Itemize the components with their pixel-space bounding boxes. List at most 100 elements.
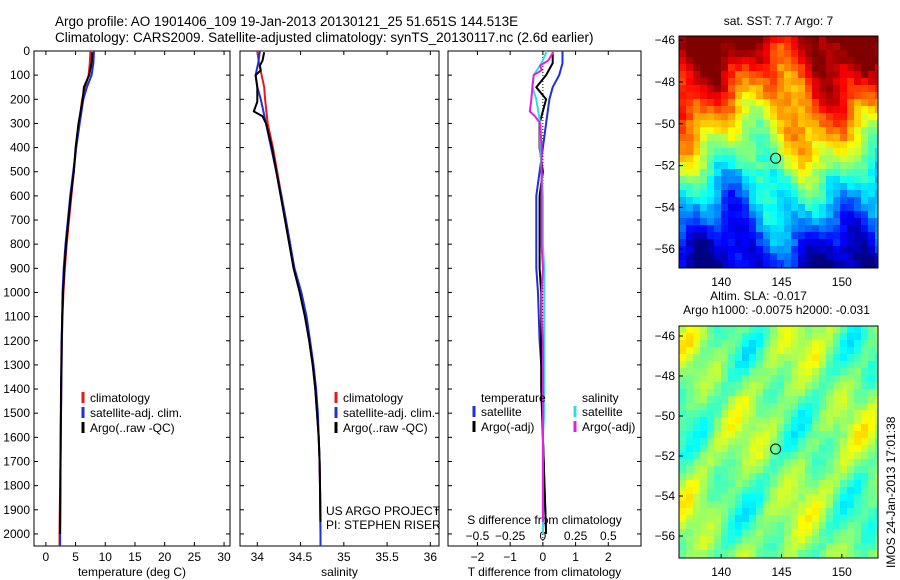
map-cell <box>798 190 806 198</box>
map-cell <box>735 424 743 432</box>
map-cell <box>735 85 743 93</box>
map-cell <box>756 354 764 362</box>
map-cell <box>805 239 813 247</box>
map-cell <box>826 487 834 495</box>
map-cell <box>875 211 878 219</box>
map-cell <box>840 106 848 114</box>
map-cell <box>714 36 722 44</box>
map-cell <box>805 141 813 149</box>
map-cell <box>686 515 694 523</box>
map-cell <box>805 466 813 474</box>
map-cell <box>833 361 841 369</box>
map-cell <box>819 389 827 397</box>
map-cell <box>819 225 827 233</box>
map-cell <box>721 368 729 376</box>
map-cell <box>819 515 827 523</box>
map-cell <box>777 127 785 135</box>
map-cell <box>728 127 736 135</box>
map-cell <box>847 459 855 467</box>
map-cell <box>819 155 827 163</box>
map-cell <box>763 494 771 502</box>
map-cell <box>791 183 799 191</box>
map-cell <box>798 78 806 86</box>
map-cell <box>707 99 715 107</box>
map-cell <box>826 246 834 254</box>
map-cell <box>805 424 813 432</box>
map-cell <box>728 169 736 177</box>
map-cell <box>798 382 806 390</box>
map-cell <box>700 494 708 502</box>
map-cell <box>861 466 869 474</box>
map-cell <box>868 459 876 467</box>
map-cell <box>854 232 862 240</box>
map-cell <box>707 246 715 254</box>
map-cell <box>819 536 827 544</box>
map-cell <box>756 431 764 439</box>
map-cell <box>742 141 750 149</box>
map-cell <box>812 347 820 355</box>
map-cell <box>826 480 834 488</box>
map-cell <box>868 120 876 128</box>
map-cell <box>700 466 708 474</box>
map-cell <box>756 382 764 390</box>
map-cell <box>770 218 778 226</box>
map-cell <box>784 515 792 523</box>
map-cell <box>714 197 722 205</box>
map-cell <box>763 176 771 184</box>
map-cell <box>854 326 862 334</box>
map-cell <box>714 501 722 509</box>
map-cell <box>714 218 722 226</box>
map-cell <box>875 64 878 72</box>
map-cell <box>735 347 743 355</box>
map-cell <box>868 92 876 100</box>
map-cell <box>826 473 834 481</box>
map-cell <box>735 141 743 149</box>
map-cell <box>749 550 757 558</box>
map-cell <box>728 183 736 191</box>
map-cell <box>819 85 827 93</box>
map-cell <box>763 36 771 44</box>
map-cell <box>819 43 827 51</box>
map-cell <box>721 529 729 537</box>
map-cell <box>854 197 862 205</box>
map-cell <box>770 382 778 390</box>
map-cell <box>721 375 729 383</box>
map-cell <box>798 529 806 537</box>
map-cell <box>714 162 722 170</box>
map-cell <box>735 148 743 156</box>
map-cell <box>798 347 806 355</box>
map-cell <box>854 155 862 163</box>
map-cell <box>833 515 841 523</box>
map-cell <box>749 536 757 544</box>
map-cell <box>749 99 757 107</box>
map-cell <box>700 127 708 135</box>
map-cell <box>784 113 792 121</box>
map-cell <box>707 431 715 439</box>
map-cell <box>735 211 743 219</box>
map-cell <box>875 134 878 142</box>
map-cell <box>854 64 862 72</box>
map-cell <box>847 396 855 404</box>
map-cell <box>714 120 722 128</box>
map-cell <box>749 480 757 488</box>
map-cell <box>875 410 878 418</box>
map-cell <box>840 120 848 128</box>
map-cell <box>847 78 855 86</box>
map-cell <box>847 410 855 418</box>
map-cell <box>728 431 736 439</box>
map-cell <box>798 389 806 397</box>
map-cell <box>868 354 876 362</box>
map-cell <box>770 438 778 446</box>
legend-label: satellite <box>481 405 522 419</box>
map-cell <box>763 204 771 212</box>
map-cell <box>840 260 848 268</box>
map-cell <box>847 522 855 530</box>
map-x-tick-label: 150 <box>832 565 852 579</box>
map-cell <box>812 204 820 212</box>
map-cell <box>798 340 806 348</box>
map-cell <box>791 155 799 163</box>
map-cell <box>735 127 743 135</box>
map-cell <box>700 85 708 93</box>
map-cell <box>756 403 764 411</box>
map-cell <box>826 162 834 170</box>
